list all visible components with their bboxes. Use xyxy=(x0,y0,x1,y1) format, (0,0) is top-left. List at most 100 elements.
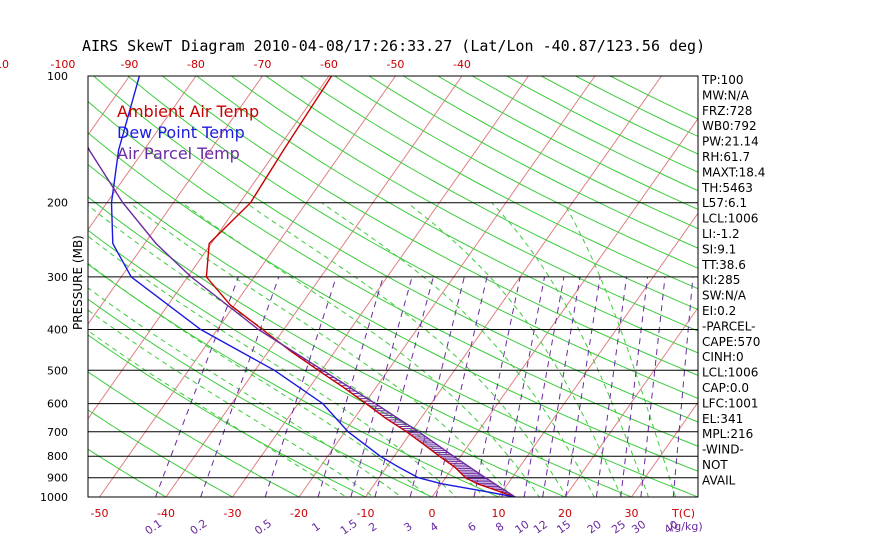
stat-label: RH:61.7 xyxy=(702,150,750,164)
stat-label: LCL:1006 xyxy=(702,366,758,380)
isotherm-line xyxy=(232,76,529,497)
moist-adiabat-line xyxy=(88,330,348,497)
dry-adiabat-line xyxy=(334,76,698,269)
stat-label: -WIND- xyxy=(702,443,744,457)
stat-label: LFC:1001 xyxy=(702,396,759,410)
x-top-tick-label: -90 xyxy=(120,58,138,71)
stat-label: MAXT:18.4 xyxy=(702,165,765,179)
dry-adiabat-line xyxy=(299,76,698,290)
x-tick-label: -10 xyxy=(357,507,375,520)
mixing-ratio-line xyxy=(409,276,465,497)
dry-adiabat-line xyxy=(93,76,698,423)
mixing-ratio-label: 4 xyxy=(427,520,440,535)
dry-adiabat-line xyxy=(88,334,367,497)
mixing-ratio-label: 0.5 xyxy=(252,517,274,538)
dry-adiabat-line xyxy=(162,76,698,376)
y-tick-label: 700 xyxy=(47,426,68,439)
isotherm-line xyxy=(88,76,197,231)
x-top-tick-label: -80 xyxy=(187,58,205,71)
mixing-ratio-line xyxy=(523,276,565,497)
mixing-ratio-line xyxy=(501,276,546,497)
mixing-ratio-line xyxy=(473,276,521,497)
stat-label: KI:285 xyxy=(702,273,740,287)
dewpoint-temp-line xyxy=(110,76,516,497)
ambient-temp-line xyxy=(205,76,516,497)
x-tick-label: 10 xyxy=(492,507,506,520)
dry-adiabat-line xyxy=(88,229,567,497)
stat-label: CAP:0.0 xyxy=(702,381,749,395)
legend-item: Air Parcel Temp xyxy=(117,144,240,163)
mixing-ratio-line xyxy=(542,276,581,497)
x-top-tick-label: -70 xyxy=(253,58,271,71)
isotherm-line xyxy=(365,76,662,497)
dry-adiabat-line xyxy=(88,163,698,497)
dry-adiabat-line xyxy=(127,76,698,399)
isotherm-line xyxy=(564,306,698,497)
stat-label: MW:N/A xyxy=(702,88,750,102)
x-top-tick-label: -60 xyxy=(320,58,338,71)
mixing-ratio-line xyxy=(672,276,694,497)
mixing-ratio-line xyxy=(374,276,434,497)
mixing-ratio-label: 6 xyxy=(465,520,478,535)
moist-adiabat-line xyxy=(129,202,513,497)
stat-label: TP:100 xyxy=(701,73,744,87)
stat-label: SI:9.1 xyxy=(702,242,736,256)
moist-adiabat-line xyxy=(88,309,375,497)
mixing-ratio-label: 1 xyxy=(309,520,322,535)
moist-adiabat-line xyxy=(563,202,677,497)
x-tick-label: 30 xyxy=(625,507,639,520)
y-tick-label: 400 xyxy=(47,323,68,336)
stat-label: TT:38.6 xyxy=(701,258,746,272)
mixing-ratio-unit-label: (g/kg) xyxy=(670,520,703,533)
y-tick-label: 100 xyxy=(47,70,68,83)
chart-title: AIRS SkewT Diagram 2010-04-08/17:26:33.2… xyxy=(82,37,705,55)
dry-adiabat-line xyxy=(88,298,434,497)
y-tick-label: 200 xyxy=(47,197,68,210)
moist-adiabat-line xyxy=(181,202,540,497)
legend-item: Dew Point Temp xyxy=(117,123,245,142)
stat-label: AVAIL xyxy=(702,473,736,487)
moist-adiabat-line xyxy=(321,202,595,497)
x-top-tick-label: -110 xyxy=(0,58,9,71)
mixing-ratio-label: 25 xyxy=(609,518,628,537)
x-tick-label: -20 xyxy=(290,507,308,520)
mixing-ratio-label: 10 xyxy=(513,518,532,537)
stat-label: EI:0.2 xyxy=(702,304,736,318)
moist-adiabat-line xyxy=(88,235,458,497)
mixing-ratio-line xyxy=(620,276,649,497)
moist-adiabat-line xyxy=(406,202,622,497)
x-tick-label: 0 xyxy=(429,507,436,520)
mixing-ratio-label: 15 xyxy=(554,518,573,537)
moist-adiabat-line xyxy=(88,262,430,497)
stat-label: PW:21.14 xyxy=(702,135,759,149)
y-tick-label: 1000 xyxy=(40,491,68,504)
series-layer xyxy=(88,76,516,497)
stat-label: FRZ:728 xyxy=(702,104,752,118)
y-tick-label: 800 xyxy=(47,450,68,463)
isotherm-line xyxy=(88,76,330,420)
dry-adiabat-line xyxy=(88,263,500,497)
dry-adiabat-line xyxy=(403,76,698,230)
stat-label: NOT xyxy=(702,458,728,472)
y-tick-label: 300 xyxy=(47,271,68,284)
x-tick-label: -30 xyxy=(224,507,242,520)
x-tick-label: -50 xyxy=(91,507,109,520)
mixing-ratio-line xyxy=(264,276,337,497)
x-top-tick-label: -100 xyxy=(50,58,75,71)
legend-item: Ambient Air Temp xyxy=(117,102,259,121)
mixing-ratio-line xyxy=(595,276,628,497)
dry-adiabat-line xyxy=(472,76,698,192)
mixing-ratio-label: 8 xyxy=(493,520,506,535)
stat-label: LI:-1.2 xyxy=(702,227,740,241)
stat-label: CAPE:570 xyxy=(702,335,760,349)
dry-adiabat-line xyxy=(196,76,698,354)
isotherm-line xyxy=(99,76,396,497)
mixing-ratio-line xyxy=(565,276,601,497)
grid-layer xyxy=(88,76,698,497)
mixing-ratio-line xyxy=(350,276,413,497)
moist-adiabat-line xyxy=(491,202,650,497)
mixing-ratio-label: 12 xyxy=(531,518,550,537)
